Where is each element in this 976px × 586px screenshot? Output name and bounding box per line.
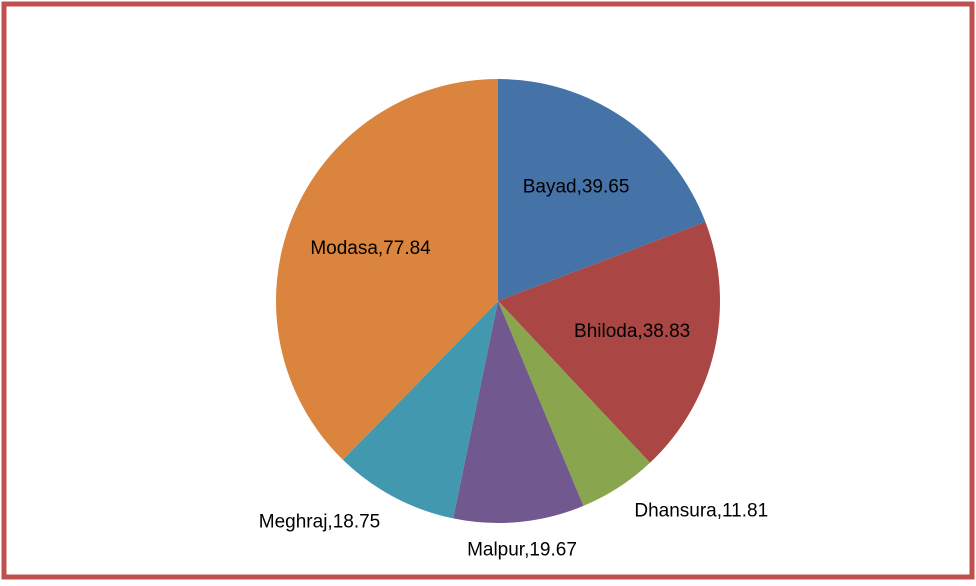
slice-label: Modasa,77.84 [310,238,431,259]
pie-slice [498,79,706,301]
slice-label: Meghraj,18.75 [259,512,380,533]
pie-slice [498,221,720,463]
pie-slice [342,301,498,519]
slice-label: Bhiloda,38.83 [574,321,690,342]
slice-label: Malpur,19.67 [467,540,577,561]
slice-label: Bayad,39.65 [523,177,630,198]
slice-label: Dhansura,11.81 [634,501,768,522]
pie-slice [498,301,651,506]
pie-slice [275,79,498,460]
pie-slice [453,301,584,523]
